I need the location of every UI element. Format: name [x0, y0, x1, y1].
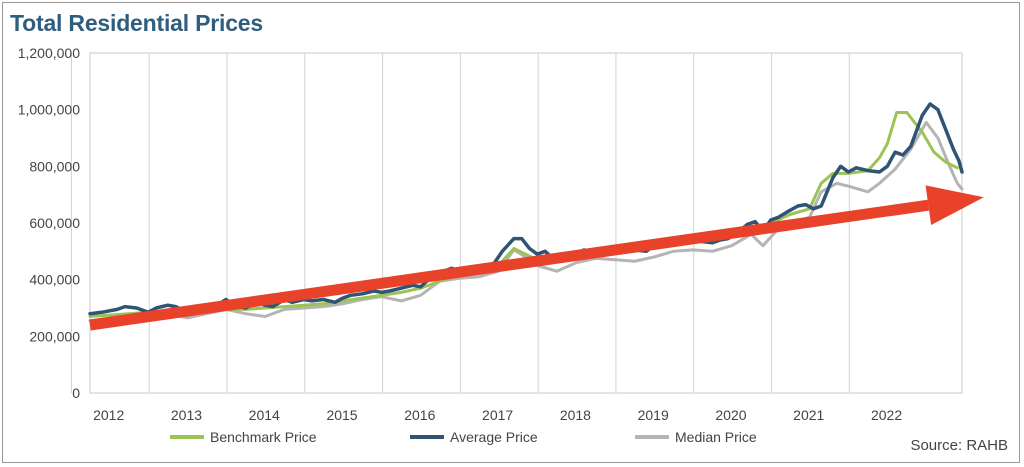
plot-border	[89, 52, 963, 394]
y-tick-label-200000: 200,000	[29, 328, 80, 344]
legend-item-average: Average Price	[410, 429, 538, 445]
x-tick-label-2019: 2019	[638, 407, 669, 423]
legend-item-benchmark: Benchmark Price	[170, 429, 317, 445]
x-tick-label-2021: 2021	[793, 407, 824, 423]
trend-arrow-shaft	[89, 199, 930, 331]
trend-arrow-head	[925, 185, 984, 225]
y-tick-label-600000: 600,000	[29, 215, 80, 231]
legend-label-benchmark: Benchmark Price	[210, 429, 317, 445]
legend-label-average: Average Price	[450, 429, 538, 445]
x-tick-label-2022: 2022	[871, 407, 902, 423]
legend-swatch-median	[635, 435, 669, 439]
chart-legend: Benchmark Price Average Price Median Pri…	[0, 429, 1024, 449]
series-line-median	[88, 120, 964, 323]
x-tick-label-2020: 2020	[715, 407, 746, 423]
series-line-average	[88, 102, 964, 316]
x-tick-label-2012: 2012	[93, 407, 124, 423]
x-tick-label-2015: 2015	[326, 407, 357, 423]
legend-label-median: Median Price	[675, 429, 757, 445]
legend-swatch-average	[410, 435, 444, 439]
x-tick-label-2014: 2014	[249, 407, 280, 423]
y-tick-label-800000: 800,000	[29, 158, 80, 174]
y-tick-label-0: 0	[72, 385, 80, 401]
chart-source: Source: RAHB	[910, 437, 1008, 454]
x-tick-label-2018: 2018	[560, 407, 591, 423]
x-tick-label-2017: 2017	[482, 407, 513, 423]
x-tick-label-2013: 2013	[171, 407, 202, 423]
y-tick-label-400000: 400,000	[29, 272, 80, 288]
legend-item-median: Median Price	[635, 429, 757, 445]
y-tick-label-1200000: 1,200,000	[18, 45, 80, 61]
x-tick-label-2016: 2016	[404, 407, 435, 423]
y-tick-label-1000000: 1,000,000	[18, 102, 80, 118]
chart-title: Total Residential Prices	[10, 10, 263, 36]
legend-swatch-benchmark	[170, 435, 204, 439]
